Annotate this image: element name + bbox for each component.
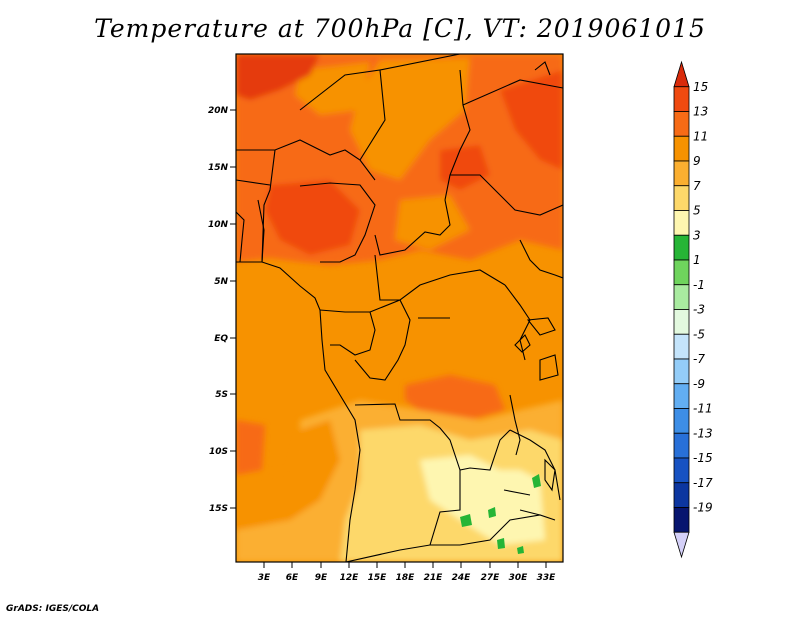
field-13c-nigeria xyxy=(265,180,360,255)
lon-tick-label: 9E xyxy=(315,573,328,583)
lon-tick-label: 18E xyxy=(396,573,416,583)
colorbar-arrow-top xyxy=(673,60,690,88)
lat-tick-label: 5S xyxy=(215,390,228,400)
field-11c-congo-south xyxy=(405,375,505,420)
lon-tick-label: 6E xyxy=(286,573,299,583)
country-borders xyxy=(236,54,563,562)
colorbar-swatch xyxy=(673,507,690,533)
lat-tick-label: 10S xyxy=(209,447,228,457)
field-13c-sudan xyxy=(440,145,490,190)
colorbar-label: 9 xyxy=(693,154,701,168)
colorbar-swatch xyxy=(673,111,690,137)
colorbar-label: 13 xyxy=(693,105,708,119)
colorbar-label: -11 xyxy=(693,402,713,416)
lat-tick-label: 15N xyxy=(208,163,229,173)
grads-credit: GrADS: IGES/COLA xyxy=(6,604,100,614)
colorbar-swatch xyxy=(673,408,690,434)
colorbar-swatch xyxy=(673,160,690,187)
lon-tick-label: 33E xyxy=(537,573,557,583)
colorbar-label: -13 xyxy=(693,426,713,440)
colorbar-swatch xyxy=(673,234,690,261)
colorbar-swatch xyxy=(673,210,690,236)
lon-tick-label: 3E xyxy=(258,573,271,583)
colorbar-label: -19 xyxy=(693,501,713,515)
field-11c-angola-coast xyxy=(236,420,265,475)
lat-axis: 20N 15N 10N 5N EQ 5S 10S 15S xyxy=(208,106,236,514)
lon-tick-label: 27E xyxy=(481,573,501,583)
colorbar-swatch xyxy=(673,432,690,459)
field-13c-ne xyxy=(500,70,563,170)
colorbar-label: 7 xyxy=(693,179,701,193)
lat-tick-label: 5N xyxy=(214,277,228,287)
lon-tick-label: 15E xyxy=(368,573,388,583)
field-13c-nw xyxy=(236,54,320,100)
colorbar-swatch xyxy=(673,309,690,335)
lat-tick-label: 15S xyxy=(209,504,228,514)
lon-tick-label: 30E xyxy=(509,573,529,583)
colorbar-swatch xyxy=(673,185,690,211)
colorbar-label: 3 xyxy=(693,228,701,242)
colorbar-label: 11 xyxy=(693,129,708,143)
lon-tick-label: 12E xyxy=(340,573,360,583)
colorbar: 15 13 11 9 7 5 3 1 -1 -3 -5 -7 -9 -11 -13 -15 -17 -19 xyxy=(673,60,713,559)
field-9c-patch-chad xyxy=(395,195,470,250)
field-9c-angola xyxy=(236,420,340,530)
colorbar-swatch xyxy=(673,457,690,484)
colorbar-label: -7 xyxy=(693,352,705,366)
colorbar-arrow-bottom xyxy=(673,531,690,559)
coastline xyxy=(236,261,361,562)
plot-frame xyxy=(235,53,564,563)
map-title: Temperature at 700hPa [C], VT: 201906101… xyxy=(94,14,706,43)
colorbar-swatch xyxy=(673,333,690,360)
colorbar-label: 15 xyxy=(693,80,708,94)
field-9c-patch-niger xyxy=(295,62,370,115)
colorbar-swatch xyxy=(673,358,690,385)
field-1c-patches xyxy=(460,474,541,554)
colorbar-label: -1 xyxy=(693,278,705,292)
lat-tick-label: 20N xyxy=(208,106,229,116)
colorbar-swatch xyxy=(673,284,690,310)
colorbar-swatch xyxy=(673,259,690,286)
temperature-field xyxy=(236,54,563,562)
field-9c-patch-sahel xyxy=(350,58,470,180)
lat-tick-label: EQ xyxy=(214,334,228,344)
colorbar-label: -5 xyxy=(693,327,705,341)
colorbar-label: 5 xyxy=(693,204,701,218)
colorbar-label: -15 xyxy=(693,451,713,465)
colorbar-label: -3 xyxy=(693,303,705,317)
lon-tick-label: 21E xyxy=(424,573,444,583)
lat-tick-label: 10N xyxy=(208,220,229,230)
lon-axis: 3E 6E 9E 12E 15E 18E 21E 24E 27E 30E 33E xyxy=(258,562,556,583)
colorbar-label: 1 xyxy=(693,253,701,267)
colorbar-swatch xyxy=(673,86,690,112)
colorbar-swatch xyxy=(673,482,690,508)
lon-tick-label: 24E xyxy=(452,573,472,583)
field-3c-zambia xyxy=(420,455,545,545)
colorbar-label: -17 xyxy=(693,476,713,490)
colorbar-label: -9 xyxy=(693,377,705,391)
colorbar-swatch xyxy=(673,135,690,162)
colorbar-swatch xyxy=(673,383,690,409)
